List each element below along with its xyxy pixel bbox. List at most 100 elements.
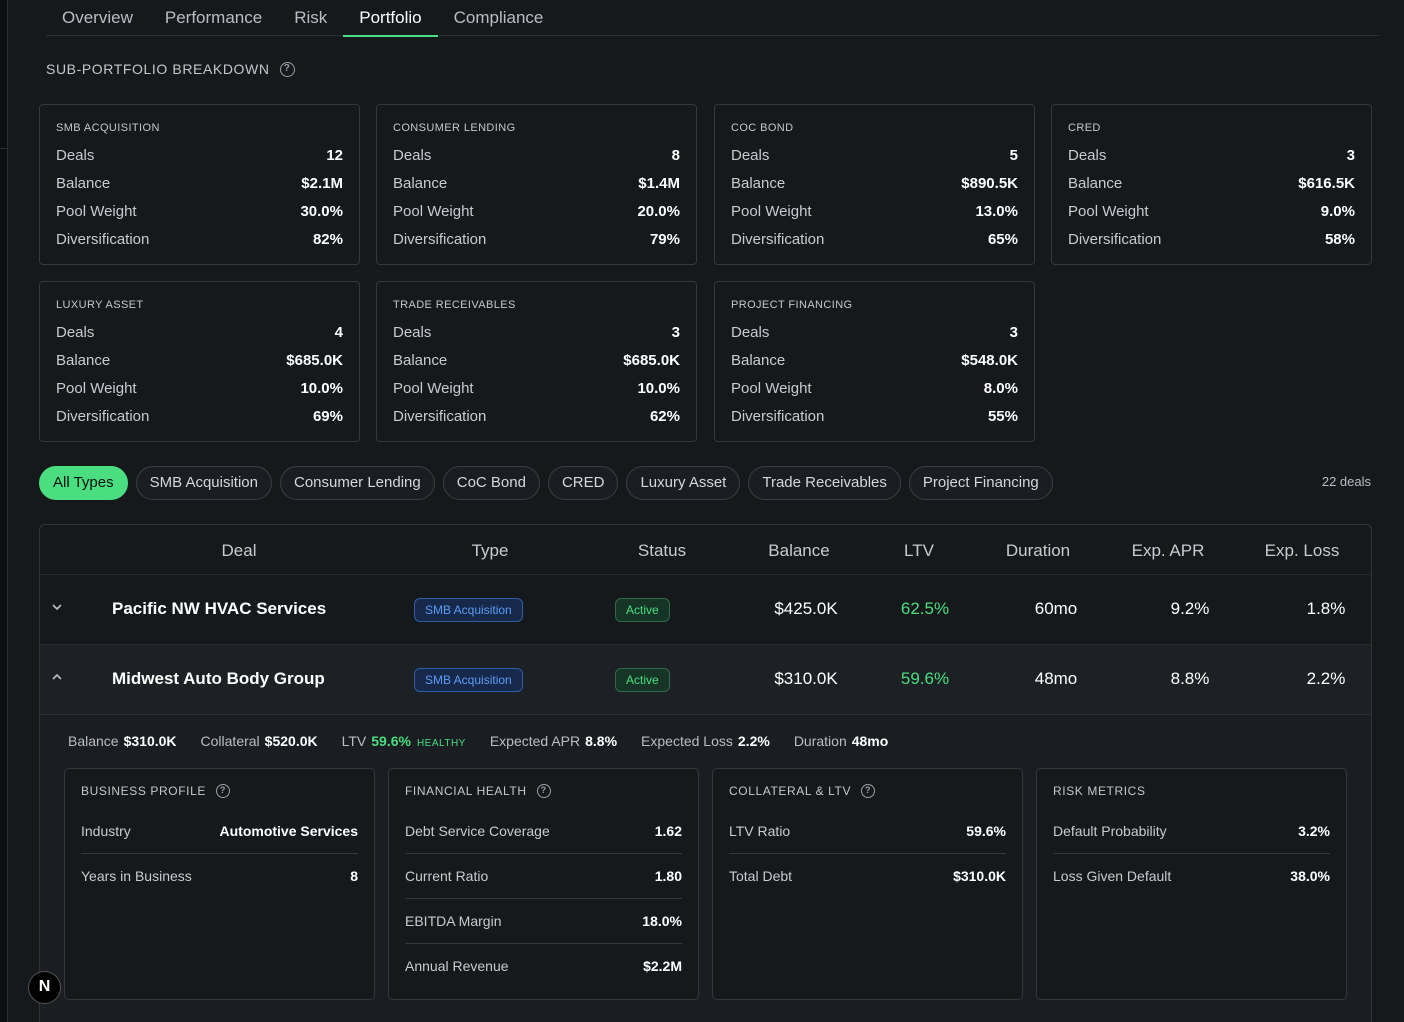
- panel-title: FINANCIAL HEALTH?: [405, 783, 682, 799]
- card-value: 13.0%: [975, 203, 1018, 220]
- card-value: 8: [671, 147, 680, 164]
- column-header-balance[interactable]: Balance: [768, 541, 830, 560]
- column-header-deal[interactable]: Deal: [221, 541, 257, 560]
- ltv-status-badge: HEALTHY: [416, 738, 466, 749]
- chevron-up-icon[interactable]: [52, 672, 62, 682]
- tab-risk[interactable]: Risk: [294, 8, 328, 27]
- detail-label: Debt Service Coverage: [405, 823, 550, 839]
- card-trade-receivables: TRADE RECEIVABLES Deals 3 Balance $685.0K …: [376, 281, 697, 442]
- detail-value: 3.2%: [1298, 823, 1330, 839]
- card-label: Pool Weight: [731, 380, 812, 397]
- apr-value: 8.8%: [1170, 669, 1210, 688]
- column-header-exp-loss[interactable]: Exp. Loss: [1264, 541, 1340, 560]
- card-row-diversification: Diversification 58%: [1068, 226, 1355, 254]
- financial-health-panel: FINANCIAL HEALTH? Debt Service Coverage 1…: [388, 768, 699, 1000]
- summary-apr: Expected APR 8.8%: [490, 733, 617, 749]
- card-row-pool-weight: Pool Weight 10.0%: [393, 375, 680, 403]
- filter-coc-bond[interactable]: CoC Bond: [442, 466, 540, 500]
- tab-compliance[interactable]: Compliance: [453, 8, 544, 27]
- type-badge: SMB Acquisition: [414, 598, 523, 622]
- card-label: Pool Weight: [393, 380, 474, 397]
- detail-row: Debt Service Coverage 1.62: [405, 809, 682, 854]
- column-header-ltv[interactable]: LTV: [904, 541, 934, 560]
- deal-name[interactable]: Pacific NW HVAC Services: [112, 599, 327, 618]
- card-value: 79%: [649, 231, 680, 248]
- chevron-down-icon[interactable]: [52, 602, 62, 612]
- detail-value: 38.0%: [1290, 868, 1330, 884]
- card-title: SMB ACQUISITION: [56, 122, 160, 134]
- card-coc-bond: COC BOND Deals 5 Balance $890.5K Pool Weig…: [714, 104, 1035, 265]
- card-value: $685.0K: [623, 352, 680, 369]
- card-title: COC BOND: [731, 122, 794, 134]
- detail-value: 8: [350, 868, 358, 884]
- panel-title: COLLATERAL & LTV?: [729, 783, 1006, 799]
- detail-value: Automotive Services: [219, 823, 359, 839]
- panel-title-text: RISK METRICS: [1053, 784, 1146, 798]
- card-value: 3: [1009, 324, 1018, 341]
- card-label: Deals: [731, 324, 770, 341]
- filter-consumer-lending[interactable]: Consumer Lending: [279, 466, 435, 500]
- card-row-diversification: Diversification 55%: [731, 403, 1018, 431]
- column-header-exp-apr[interactable]: Exp. APR: [1131, 541, 1205, 560]
- help-icon[interactable]: ?: [279, 61, 295, 77]
- card-smb-acquisition: SMB ACQUISITION Deals 12 Balance $2.1M Poo…: [39, 104, 360, 265]
- card-label: Pool Weight: [393, 203, 474, 220]
- filter-luxury-asset[interactable]: Luxury Asset: [626, 466, 741, 500]
- detail-row: EBITDA Margin 18.0%: [405, 899, 682, 944]
- card-label: Diversification: [393, 231, 487, 248]
- status-badge: Active: [615, 598, 670, 622]
- app-logo-badge[interactable]: N: [28, 971, 61, 1004]
- detail-label: Total Debt: [729, 868, 793, 884]
- card-cred: CRED Deals 3 Balance $616.5K Pool Weight 9.…: [1051, 104, 1372, 265]
- filter-trade-receivables[interactable]: Trade Receivables: [748, 466, 901, 500]
- balance-value: $425.0K: [774, 599, 838, 618]
- card-value: 10.0%: [300, 380, 343, 397]
- deal-name[interactable]: Midwest Auto Body Group: [112, 669, 325, 688]
- card-row-balance: Balance $548.0K: [731, 347, 1018, 375]
- business-profile-panel: BUSINESS PROFILE? Industry Automotive Ser…: [64, 768, 375, 1000]
- filter-cred[interactable]: CRED: [547, 466, 619, 500]
- card-label: Pool Weight: [1068, 203, 1149, 220]
- tab-bar: Overview Performance Risk Portfolio Comp…: [46, 0, 1379, 37]
- card-value: $890.5K: [961, 175, 1018, 192]
- filter-smb-acquisition[interactable]: SMB Acquisition: [135, 466, 272, 500]
- detail-label: Current Ratio: [405, 868, 489, 884]
- detail-row: Default Probability 3.2%: [1053, 809, 1330, 854]
- column-header-duration[interactable]: Duration: [1005, 541, 1071, 560]
- table-row[interactable]: Midwest Auto Body Group SMB Acquisition …: [40, 644, 1371, 714]
- ltv-value: 62.5%: [900, 599, 950, 618]
- card-value: 20.0%: [637, 203, 680, 220]
- detail-row: LTV Ratio 59.6%: [729, 809, 1006, 854]
- tab-portfolio[interactable]: Portfolio: [343, 0, 439, 37]
- status-badge: Active: [615, 668, 670, 692]
- card-value: $685.0K: [286, 352, 343, 369]
- card-value: $1.4M: [638, 175, 680, 192]
- summary-label: Collateral: [200, 733, 260, 749]
- help-icon[interactable]: ?: [215, 784, 230, 798]
- card-row-balance: Balance $685.0K: [56, 347, 343, 375]
- detail-row: Current Ratio 1.80: [405, 854, 682, 899]
- help-icon[interactable]: ?: [861, 784, 876, 798]
- summary-collateral: Collateral $520.0K: [201, 733, 318, 749]
- card-row-pool-weight: Pool Weight 20.0%: [393, 198, 680, 226]
- card-row-pool-weight: Pool Weight 8.0%: [731, 375, 1018, 403]
- card-value: 4: [334, 324, 343, 341]
- card-label: Balance: [1068, 175, 1123, 192]
- filter-project-financing[interactable]: Project Financing: [908, 466, 1053, 500]
- tab-overview[interactable]: Overview: [62, 8, 133, 27]
- table-row[interactable]: Pacific NW HVAC Services SMB Acquisition…: [40, 574, 1371, 644]
- tab-performance[interactable]: Performance: [164, 8, 263, 27]
- card-row-pool-weight: Pool Weight 30.0%: [56, 198, 343, 226]
- card-label: Balance: [56, 352, 111, 369]
- help-icon[interactable]: ?: [536, 784, 551, 798]
- summary-value: 2.2%: [737, 733, 770, 749]
- card-title: CONSUMER LENDING: [393, 122, 516, 134]
- deal-details: Balance $310.0K Collateral $520.0K LTV 59.6…: [40, 714, 1371, 1022]
- column-header-status[interactable]: Status: [637, 541, 687, 560]
- detail-value: 1.62: [654, 823, 682, 839]
- summary-label: Expected Loss: [641, 733, 733, 749]
- summary-value: 48mo: [851, 733, 889, 749]
- filter-all-types[interactable]: All Types: [39, 466, 128, 500]
- column-header-type[interactable]: Type: [471, 541, 509, 560]
- detail-label: Loss Given Default: [1053, 868, 1172, 884]
